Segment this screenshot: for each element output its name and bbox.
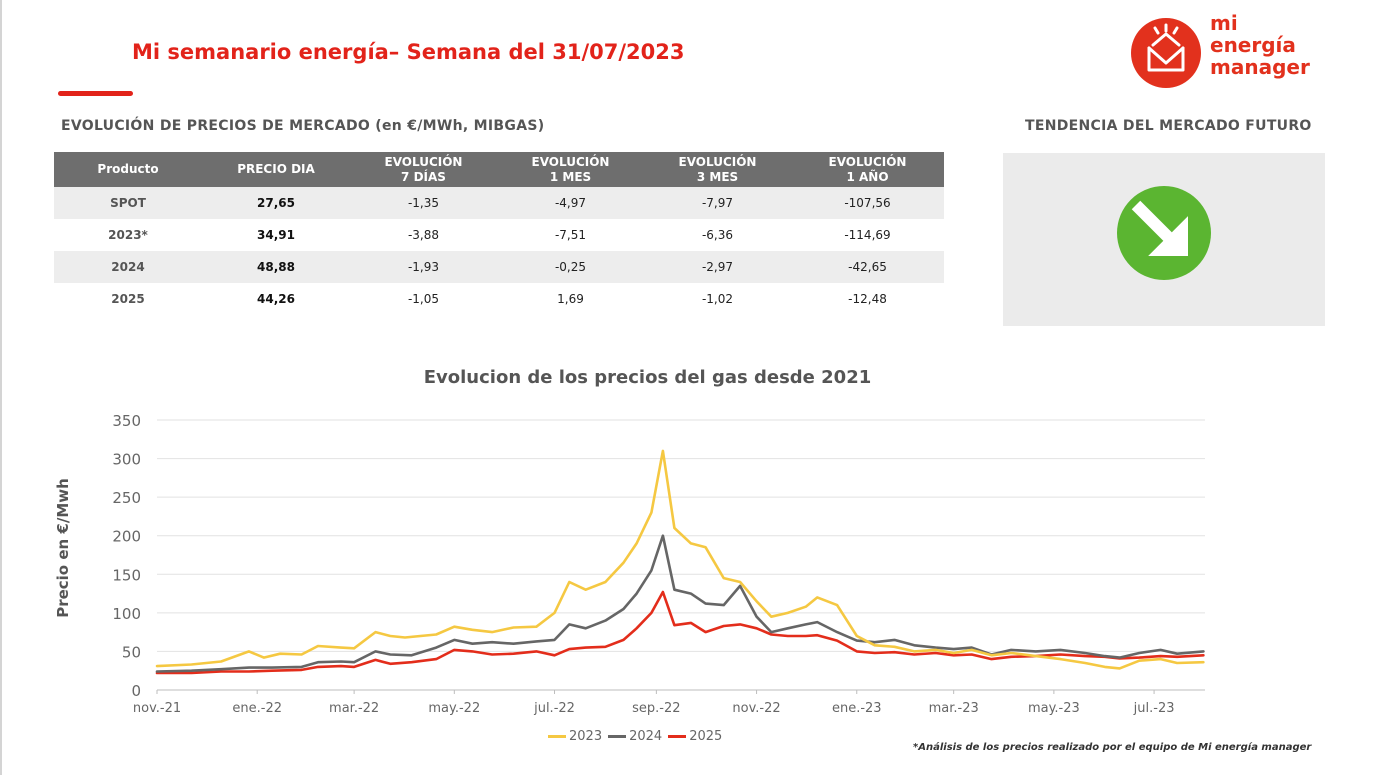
- x-tick-label: ene.-23: [832, 701, 882, 716]
- x-tick-label: jul.-23: [1133, 701, 1175, 716]
- cell-product: SPOT: [110, 196, 146, 210]
- x-tick-label: nov.-22: [732, 701, 780, 716]
- x-tick-label: ene.-22: [232, 701, 282, 716]
- cell-3m: -6,36: [701, 228, 734, 242]
- footnote: *Análisis de los precios realizado por e…: [913, 742, 1312, 753]
- legend-item-2025: 2025: [668, 729, 722, 744]
- cell-3m: -2,97: [701, 260, 734, 274]
- legend-label-2024: 2024: [629, 729, 663, 744]
- table-header: Producto PRECIO DIA EVOLUCIÓN 7 DÍAS EVOL…: [54, 152, 944, 187]
- table-row: 2023* 34,91 -3,88 -7,51 -6,36 -114,69: [54, 219, 944, 251]
- cell-7d: -1,93: [407, 260, 440, 274]
- logo-line-1: mi: [1210, 11, 1238, 35]
- market-price-table: Producto PRECIO DIA EVOLUCIÓN 7 DÍAS EVOL…: [54, 152, 944, 315]
- cell-product: 2025: [111, 292, 145, 306]
- table-row: SPOT 27,65 -1,35 -4,97 -7,97 -107,56: [54, 187, 944, 219]
- cell-product: 2023*: [108, 228, 148, 242]
- brand-logo: mi energía manager: [1131, 12, 1331, 98]
- cell-1y: -114,69: [844, 228, 891, 242]
- page-left-border: [0, 0, 2, 775]
- x-tick-label: mar.-22: [329, 701, 379, 716]
- cell-3m: -1,02: [701, 292, 734, 306]
- x-tick-label: may.-22: [428, 701, 480, 716]
- logo-wordmark: mi energía manager: [1210, 12, 1310, 78]
- legend-swatch-2025: [668, 735, 687, 738]
- column-header-7d: EVOLUCIÓN 7 DÍAS: [384, 154, 463, 184]
- down-right-arrow-icon: [1117, 186, 1211, 280]
- cell-1y: -12,48: [848, 292, 887, 306]
- column-header-price: PRECIO DIA: [237, 162, 315, 176]
- chart-legend: 2023 2024 2025: [548, 729, 728, 744]
- market-trend-panel: [1003, 153, 1325, 326]
- legend-item-2024: 2024: [608, 729, 662, 744]
- page-title: Mi semanario energía– Semana del 31/07/2…: [132, 40, 685, 64]
- legend-swatch-2023: [548, 735, 566, 738]
- legend-item-2023: 2023: [548, 729, 602, 744]
- cell-price: 27,65: [257, 196, 295, 210]
- y-tick-label: 100: [112, 605, 141, 623]
- market-table-title: EVOLUCIÓN DE PRECIOS DE MERCADO (en €/MW…: [61, 118, 545, 134]
- x-tick-label: jul.-22: [533, 701, 575, 716]
- cell-7d: -3,88: [407, 228, 440, 242]
- cell-price: 48,88: [257, 260, 295, 274]
- column-header-product: Producto: [97, 162, 159, 176]
- series-line-2025: [155, 590, 1205, 675]
- cell-1m: -7,51: [554, 228, 587, 242]
- column-header-3m: EVOLUCIÓN 3 MES: [678, 154, 757, 184]
- x-tick-label: nov.-21: [133, 701, 181, 716]
- title-underline: [58, 91, 133, 96]
- series-line-2024: [155, 534, 1205, 673]
- y-tick-label: 200: [112, 528, 141, 546]
- y-tick-label: 50: [122, 643, 141, 661]
- logo-emblem-icon: [1131, 18, 1201, 88]
- y-tick-label: 350: [112, 412, 141, 430]
- cell-1m: -4,97: [554, 196, 587, 210]
- legend-swatch-2024: [608, 735, 627, 738]
- column-header-1m: EVOLUCIÓN 1 MES: [531, 154, 610, 184]
- cell-1y: -107,56: [844, 196, 891, 210]
- table-row: 2024 48,88 -1,93 -0,25 -2,97 -42,65: [54, 251, 944, 283]
- logo-line-3: manager: [1210, 55, 1310, 79]
- y-tick-label: 250: [112, 489, 141, 507]
- y-tick-label: 300: [112, 451, 141, 469]
- x-tick-label: sep.-22: [632, 701, 680, 716]
- cell-7d: -1,35: [407, 196, 440, 210]
- legend-label-2025: 2025: [689, 729, 723, 744]
- table-row: 2025 44,26 -1,05 1,69 -1,02 -12,48: [54, 283, 944, 315]
- trend-title: TENDENCIA DEL MERCADO FUTURO: [1025, 118, 1312, 134]
- cell-price: 44,26: [257, 292, 295, 306]
- cell-7d: -1,05: [407, 292, 440, 306]
- x-tick-label: mar.-23: [929, 701, 979, 716]
- y-tick-label: 150: [112, 566, 141, 584]
- x-tick-label: may.-23: [1028, 701, 1080, 716]
- legend-label-2023: 2023: [569, 729, 603, 744]
- cell-1m: 1,69: [557, 292, 584, 306]
- y-tick-label: 0: [131, 682, 141, 700]
- cell-price: 34,91: [257, 228, 295, 242]
- chart-title: Evolucion de los precios del gas desde 2…: [423, 367, 872, 388]
- cell-3m: -7,97: [701, 196, 734, 210]
- logo-line-2: energía: [1210, 33, 1296, 57]
- cell-product: 2024: [111, 260, 145, 274]
- gas-price-line-chart: 0 50 100 150 200 250 300 350 nov.-21 ene.-22 mar.-…: [112, 412, 1205, 716]
- cell-1y: -42,65: [848, 260, 887, 274]
- series-line-2023: [155, 449, 1205, 670]
- column-header-1y: EVOLUCIÓN 1 AÑO: [828, 154, 907, 184]
- cell-1m: -0,25: [554, 260, 587, 274]
